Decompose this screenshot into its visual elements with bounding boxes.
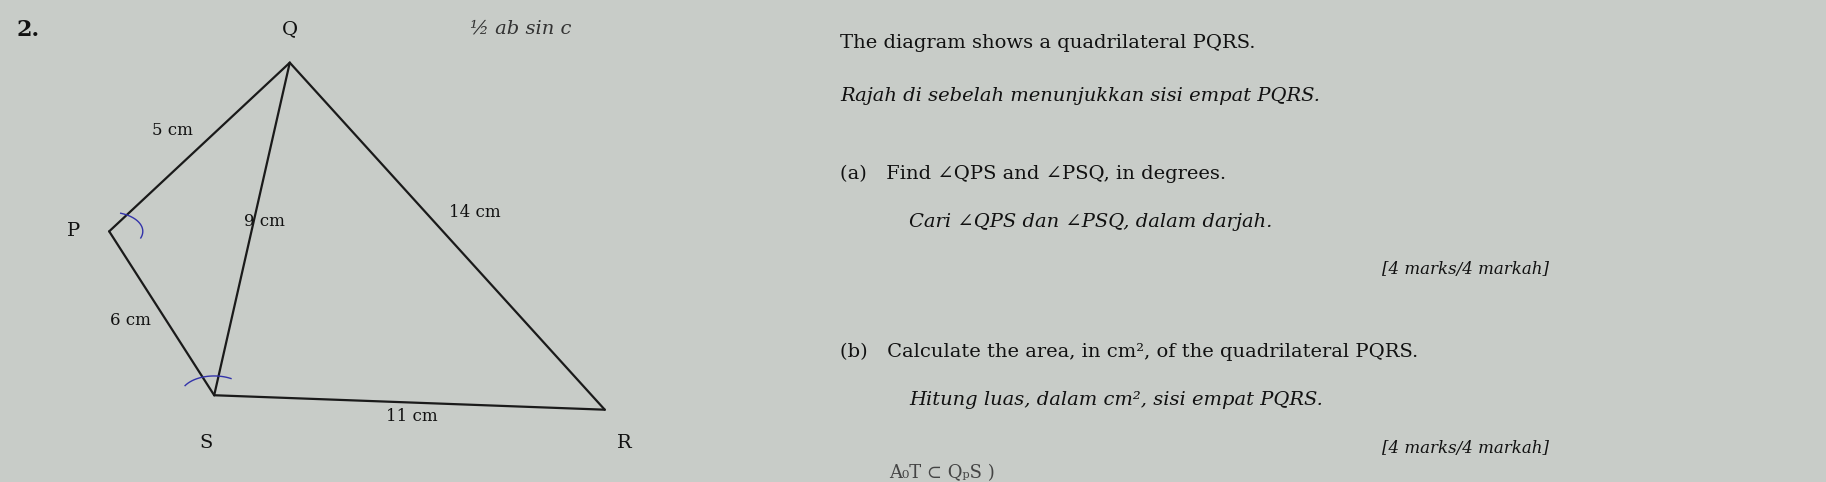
Text: 5 cm: 5 cm	[152, 121, 192, 139]
Text: 11 cm: 11 cm	[385, 408, 438, 426]
Text: P: P	[66, 222, 80, 241]
Text: ½ ab sin c: ½ ab sin c	[469, 19, 572, 37]
Text: A₀T ⊂ QₚS ): A₀T ⊂ QₚS )	[889, 464, 995, 482]
Text: 2.: 2.	[16, 19, 40, 41]
Text: [4 marks/4 markah]: [4 marks/4 markah]	[1382, 440, 1548, 457]
Text: (b) Calculate the area, in cm², of the quadrilateral PQRS.: (b) Calculate the area, in cm², of the q…	[840, 343, 1419, 361]
Text: 6 cm: 6 cm	[110, 312, 150, 329]
Text: The diagram shows a quadrilateral PQRS.: The diagram shows a quadrilateral PQRS.	[840, 34, 1256, 53]
Text: Cari ∠QPS dan ∠PSQ, dalam darjah.: Cari ∠QPS dan ∠PSQ, dalam darjah.	[909, 213, 1273, 231]
Text: Q: Q	[281, 21, 298, 39]
Text: 9 cm: 9 cm	[245, 213, 285, 230]
Text: (a) Find ∠QPS and ∠PSQ, in degrees.: (a) Find ∠QPS and ∠PSQ, in degrees.	[840, 164, 1225, 183]
Text: R: R	[617, 434, 632, 452]
Text: 14 cm: 14 cm	[449, 203, 500, 221]
Text: Hitung luas, dalam cm², sisi empat PQRS.: Hitung luas, dalam cm², sisi empat PQRS.	[909, 391, 1322, 409]
Text: S: S	[199, 434, 212, 452]
Text: Rajah di sebelah menunjukkan sisi empat PQRS.: Rajah di sebelah menunjukkan sisi empat …	[840, 87, 1320, 106]
Text: [4 marks/4 markah]: [4 marks/4 markah]	[1382, 261, 1548, 279]
